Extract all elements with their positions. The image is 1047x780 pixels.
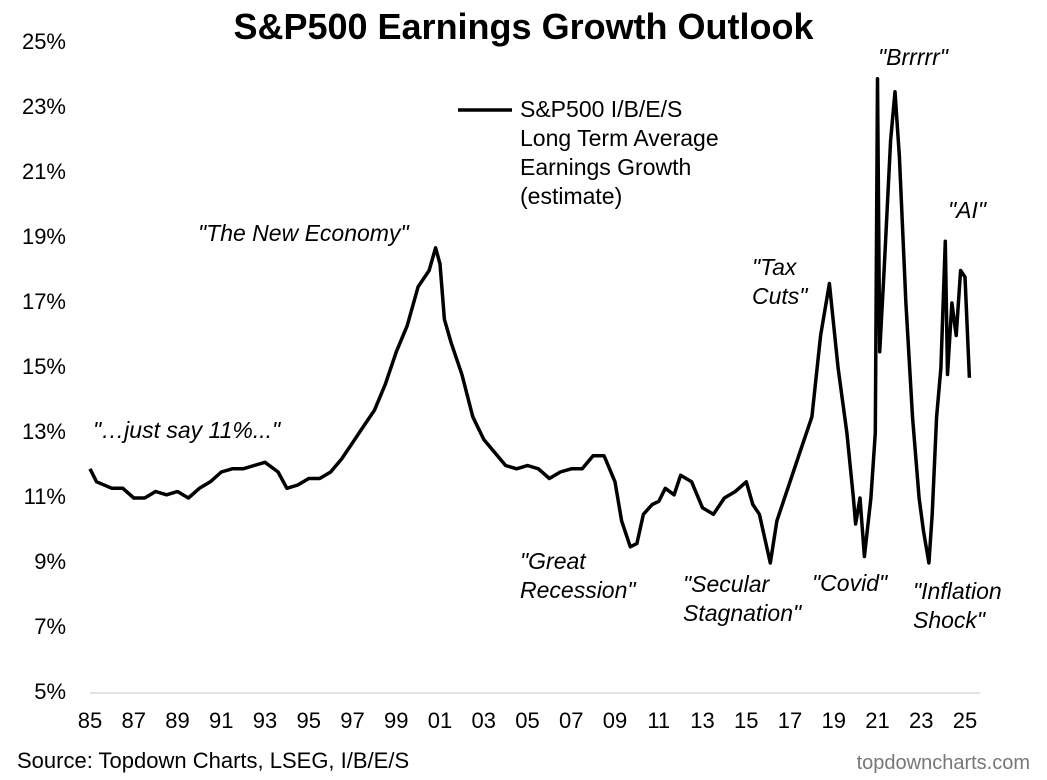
annotation: "The New Economy" [198, 220, 409, 246]
x-tick-label: 97 [340, 708, 364, 733]
annotation: "Tax Cuts" [752, 254, 808, 309]
x-tick-label: 13 [690, 708, 714, 733]
y-tick-label: 9% [34, 549, 66, 574]
x-tick-label: 89 [165, 708, 189, 733]
x-tick-label: 19 [822, 708, 846, 733]
x-tick-label: 85 [78, 708, 102, 733]
y-tick-label: 19% [22, 224, 66, 249]
source: Source: Topdown Charts, LSEG, I/B/E/S [17, 748, 410, 773]
x-tick-label: 87 [122, 708, 146, 733]
x-tick-label: 21 [865, 708, 889, 733]
credit: topdowncharts.com [856, 752, 1030, 774]
y-tick-label: 5% [34, 679, 66, 704]
chart-title: S&P500 Earnings Growth Outlook [233, 6, 814, 47]
x-tick-label: 95 [297, 708, 321, 733]
y-tick-label: 15% [22, 354, 66, 379]
x-tick-label: 03 [472, 708, 496, 733]
y-tick-label: 21% [22, 159, 66, 184]
legend-label: S&P500 I/B/E/S Long Term Average Earning… [520, 96, 719, 209]
y-tick-label: 23% [22, 94, 66, 119]
annotation: "Brrrrr" [878, 44, 948, 70]
y-tick-label: 13% [22, 419, 66, 444]
y-tick-label: 25% [22, 29, 66, 54]
y-tick-label: 17% [22, 289, 66, 314]
x-tick-label: 91 [209, 708, 233, 733]
x-tick-label: 99 [384, 708, 408, 733]
x-tick-label: 23 [909, 708, 933, 733]
data-line [88, 77, 972, 565]
x-tick-label: 17 [778, 708, 802, 733]
x-tick-label: 09 [603, 708, 627, 733]
x-tick-label: 25 [953, 708, 977, 733]
x-tick-label: 01 [428, 708, 452, 733]
x-tick-label: 05 [515, 708, 539, 733]
annotation: "Covid" [812, 570, 888, 596]
x-tick-label: 11 [647, 708, 670, 733]
annotation: "Secular Stagnation" [683, 571, 802, 626]
annotation: "AI" [948, 197, 987, 223]
x-tick-label: 07 [559, 708, 583, 733]
annotation: "Great Recession" [520, 548, 636, 603]
x-tick-label: 15 [734, 708, 758, 733]
y-tick-label: 7% [34, 614, 66, 639]
y-tick-label: 11% [24, 484, 66, 509]
annotation: "…just say 11%..." [93, 417, 281, 443]
x-tick-label: 93 [253, 708, 277, 733]
annotation: "Inflation Shock" [913, 578, 1002, 633]
